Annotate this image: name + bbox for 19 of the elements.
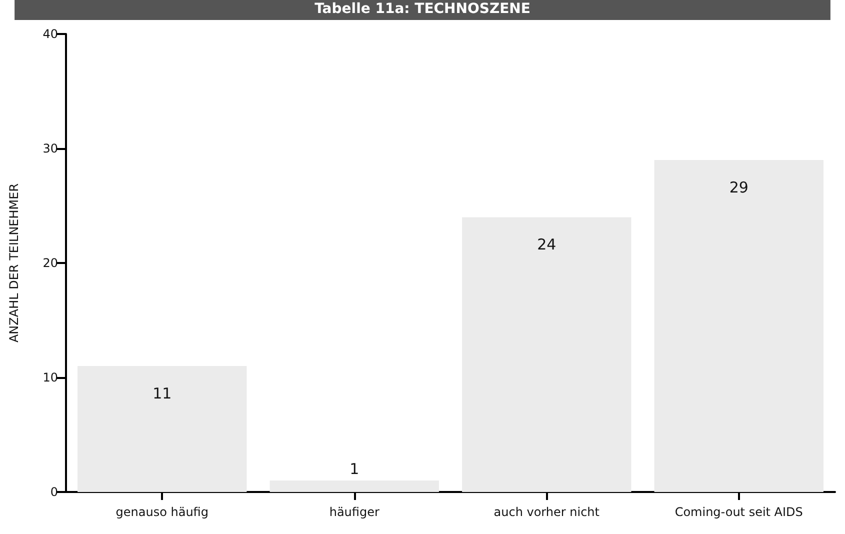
x-tick-label: auch vorher nicht [494, 505, 600, 519]
bar [270, 480, 439, 492]
y-tick-label: 40 [42, 27, 58, 41]
y-axis-title: ANZAHL DER TEILNEHMER [7, 183, 21, 343]
data-label: 29 [729, 178, 748, 196]
y-tick-label: 20 [42, 256, 58, 270]
x-tick-label: genauso häufig [116, 505, 208, 519]
bar [462, 217, 632, 492]
x-tick-label: häufiger [329, 505, 380, 519]
data-label: 24 [537, 236, 556, 254]
chart-title: Tabelle 11a: TECHNOSZENE [314, 1, 530, 17]
data-label: 1 [350, 460, 360, 478]
y-tick-label: 0 [50, 485, 58, 499]
y-tick-label: 10 [42, 370, 58, 384]
bar [654, 160, 824, 492]
y-tick-label: 30 [42, 142, 58, 156]
x-tick-label: Coming-out seit AIDS [674, 505, 803, 519]
bar [78, 366, 247, 492]
data-label: 11 [152, 384, 172, 403]
